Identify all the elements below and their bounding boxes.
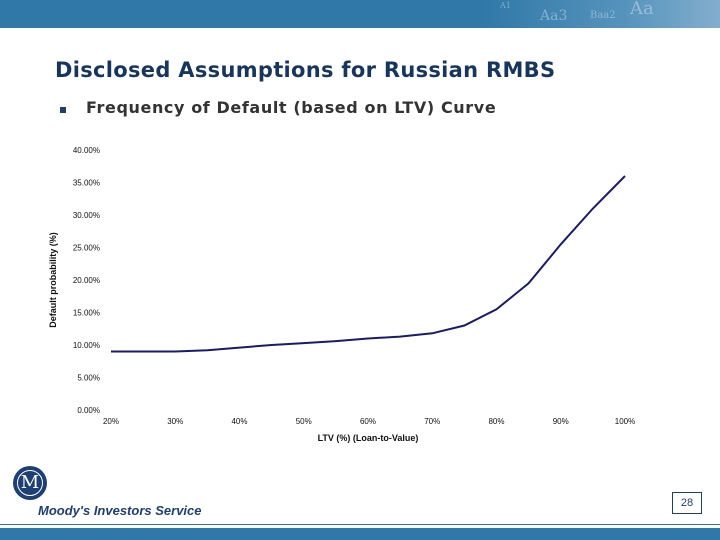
x-tick-label: 60% [360,417,376,426]
x-tick-label: 40% [231,417,247,426]
top-banner: Aa Aa3 Baa2 A1 [0,0,720,28]
x-tick-label: 100% [615,417,635,426]
y-tick-label: 5.00% [77,374,100,383]
y-axis-title: Default probability (%) [48,232,58,328]
logo-letter: M [20,472,40,493]
x-tick-label: 90% [553,417,569,426]
x-tick-label: 70% [424,417,440,426]
y-tick-label: 35.00% [73,179,100,188]
y-tick-label: 15.00% [73,309,100,318]
footer-line [0,524,720,525]
logo-ring [17,470,43,496]
brand-name: Moody's Investors Service [38,503,202,518]
bullet-text: Frequency of Default (based on LTV) Curv… [86,98,497,117]
y-tick-label: 40.00% [73,146,100,155]
banner-decoration: Aa Aa3 Baa2 A1 [480,0,720,28]
x-axis-ticks: 20% 30% 40% 50% 60% 70% 80% 90% 100% [103,417,635,426]
x-tick-label: 50% [296,417,312,426]
bottom-banner [0,528,720,540]
y-tick-label: 20.00% [73,276,100,285]
page-number: 28 [672,492,702,514]
page-title: Disclosed Assumptions for Russian RMBS [55,58,556,82]
x-axis-title: LTV (%) (Loan-to-Value) [318,433,419,443]
y-axis-ticks: 0.00% 5.00% 10.00% 15.00% 20.00% 25.00% 30.00%… [73,146,100,415]
y-tick-label: 0.00% [77,406,100,415]
y-tick-label: 30.00% [73,211,100,220]
moodys-logo: M [13,466,47,500]
x-tick-label: 20% [103,417,119,426]
bullet-marker [60,107,66,113]
y-tick-label: 10.00% [73,341,100,350]
x-tick-label: 80% [488,417,504,426]
series-line [111,175,626,353]
y-tick-label: 25.00% [73,244,100,253]
x-tick-label: 30% [167,417,183,426]
